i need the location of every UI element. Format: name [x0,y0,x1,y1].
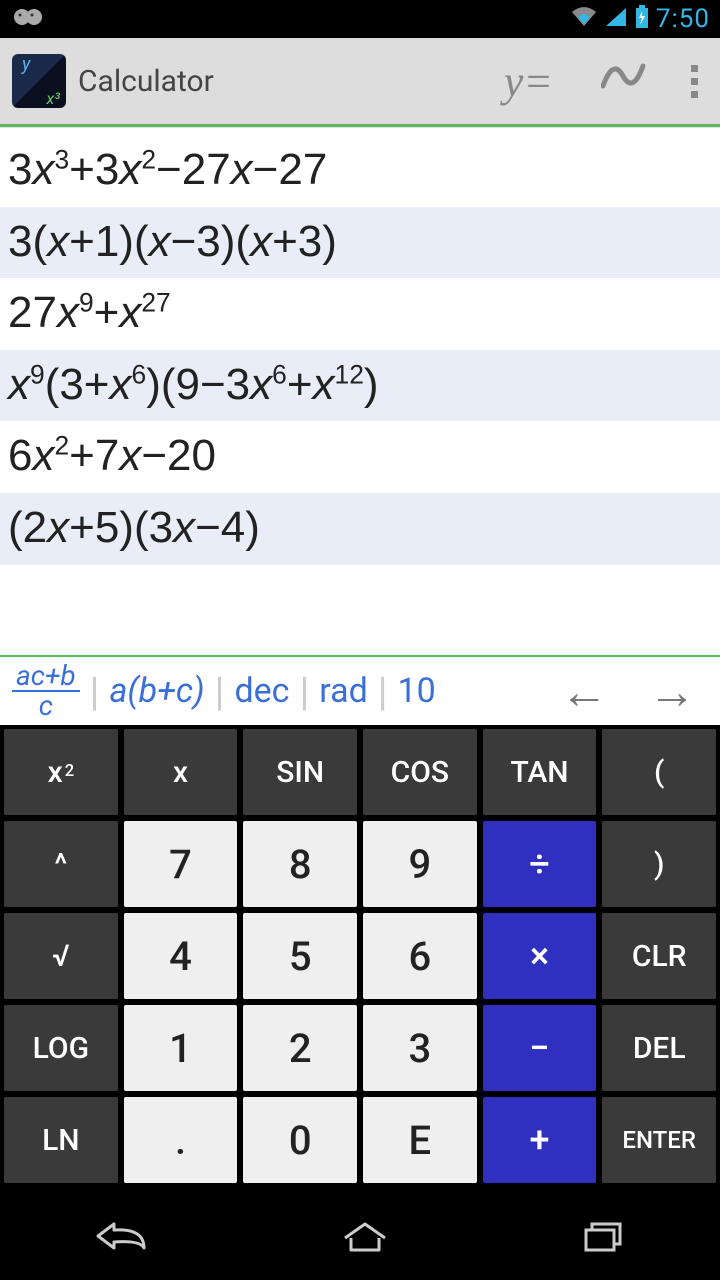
history-row[interactable]: 3x3+3x2−27x−27 [0,135,720,207]
key-log[interactable]: LOG [4,1005,118,1091]
key-digit-6[interactable]: 6 [363,913,477,999]
key-digit-8[interactable]: 8 [243,821,357,907]
nav-recent-icon[interactable] [578,1218,628,1258]
key-power[interactable]: ^ [4,821,118,907]
history-next-button[interactable]: → [630,663,714,720]
signal-icon [604,6,628,32]
key-tan[interactable]: TAN [483,729,597,815]
app-bar: Calculator y= [0,38,720,124]
key-cos[interactable]: COS [363,729,477,815]
mode-distribute[interactable]: a(b+c) [103,671,210,711]
mode-fraction[interactable]: ac+b c [6,662,86,720]
key-minus[interactable]: − [483,1005,597,1091]
key-ln[interactable]: LN [4,1097,118,1183]
app-icon[interactable] [12,54,66,108]
key-plus[interactable]: + [483,1097,597,1183]
history-prev-button[interactable]: ← [542,663,626,720]
overflow-menu-icon[interactable] [681,65,708,98]
key-digit-5[interactable]: 5 [243,913,357,999]
key-x-var[interactable]: x [124,729,238,815]
key-paren-close[interactable]: ) [602,821,716,907]
key-enter[interactable]: ENTER [602,1097,716,1183]
key-digit-3[interactable]: 3 [363,1005,477,1091]
key-digit-7[interactable]: 7 [124,821,238,907]
history-panel[interactable]: 3x3+3x2−27x−273(x+1)(x−3)(x+3)27x9+x27x9… [0,127,720,655]
debug-icon [10,6,48,32]
history-row[interactable]: 3(x+1)(x−3)(x+3) [0,207,720,279]
history-row[interactable]: (2x+5)(3x−4) [0,493,720,565]
key-digit-2[interactable]: 2 [243,1005,357,1091]
nav-bar [0,1196,720,1280]
status-bar: 7:50 [0,0,720,38]
history-row-partial [0,127,720,135]
keypad: x2xSINCOSTAN( ^789÷) √456×CLR LOG123−DEL LN.… [0,725,720,1193]
history-row[interactable]: 27x9+x27 [0,278,720,350]
key-sin[interactable]: SIN [243,729,357,815]
key-x-squared[interactable]: x2 [4,729,118,815]
mode-bar: ac+b c | a(b+c) | dec | rad | 10 ← → [0,655,720,725]
nav-back-icon[interactable] [92,1218,152,1258]
key-multiply[interactable]: × [483,913,597,999]
key-digit-4[interactable]: 4 [124,913,238,999]
key-divide[interactable]: ÷ [483,821,597,907]
nav-home-icon[interactable] [337,1218,393,1258]
key-sqrt[interactable]: √ [4,913,118,999]
history-row[interactable]: x9(3+x6)(9−3x6+x12) [0,350,720,422]
graph-button[interactable] [583,55,669,107]
key-digit-9[interactable]: 9 [363,821,477,907]
key-delete[interactable]: DEL [602,1005,716,1091]
key-digit-0[interactable]: 0 [243,1097,357,1183]
app-title: Calculator [78,64,474,99]
y-equals-button[interactable]: y= [486,56,571,107]
key-digit-1[interactable]: 1 [124,1005,238,1091]
status-time: 7:50 [656,4,710,34]
mode-base[interactable]: 10 [392,671,442,711]
wifi-icon [570,6,598,32]
key-exp-e[interactable]: E [363,1097,477,1183]
key-paren-open[interactable]: ( [602,729,716,815]
key-clear[interactable]: CLR [602,913,716,999]
history-row[interactable]: 6x2+7x−20 [0,421,720,493]
battery-icon [634,5,650,33]
mode-rad[interactable]: rad [313,671,374,711]
key-decimal[interactable]: . [124,1097,238,1183]
mode-dec[interactable]: dec [228,671,295,711]
